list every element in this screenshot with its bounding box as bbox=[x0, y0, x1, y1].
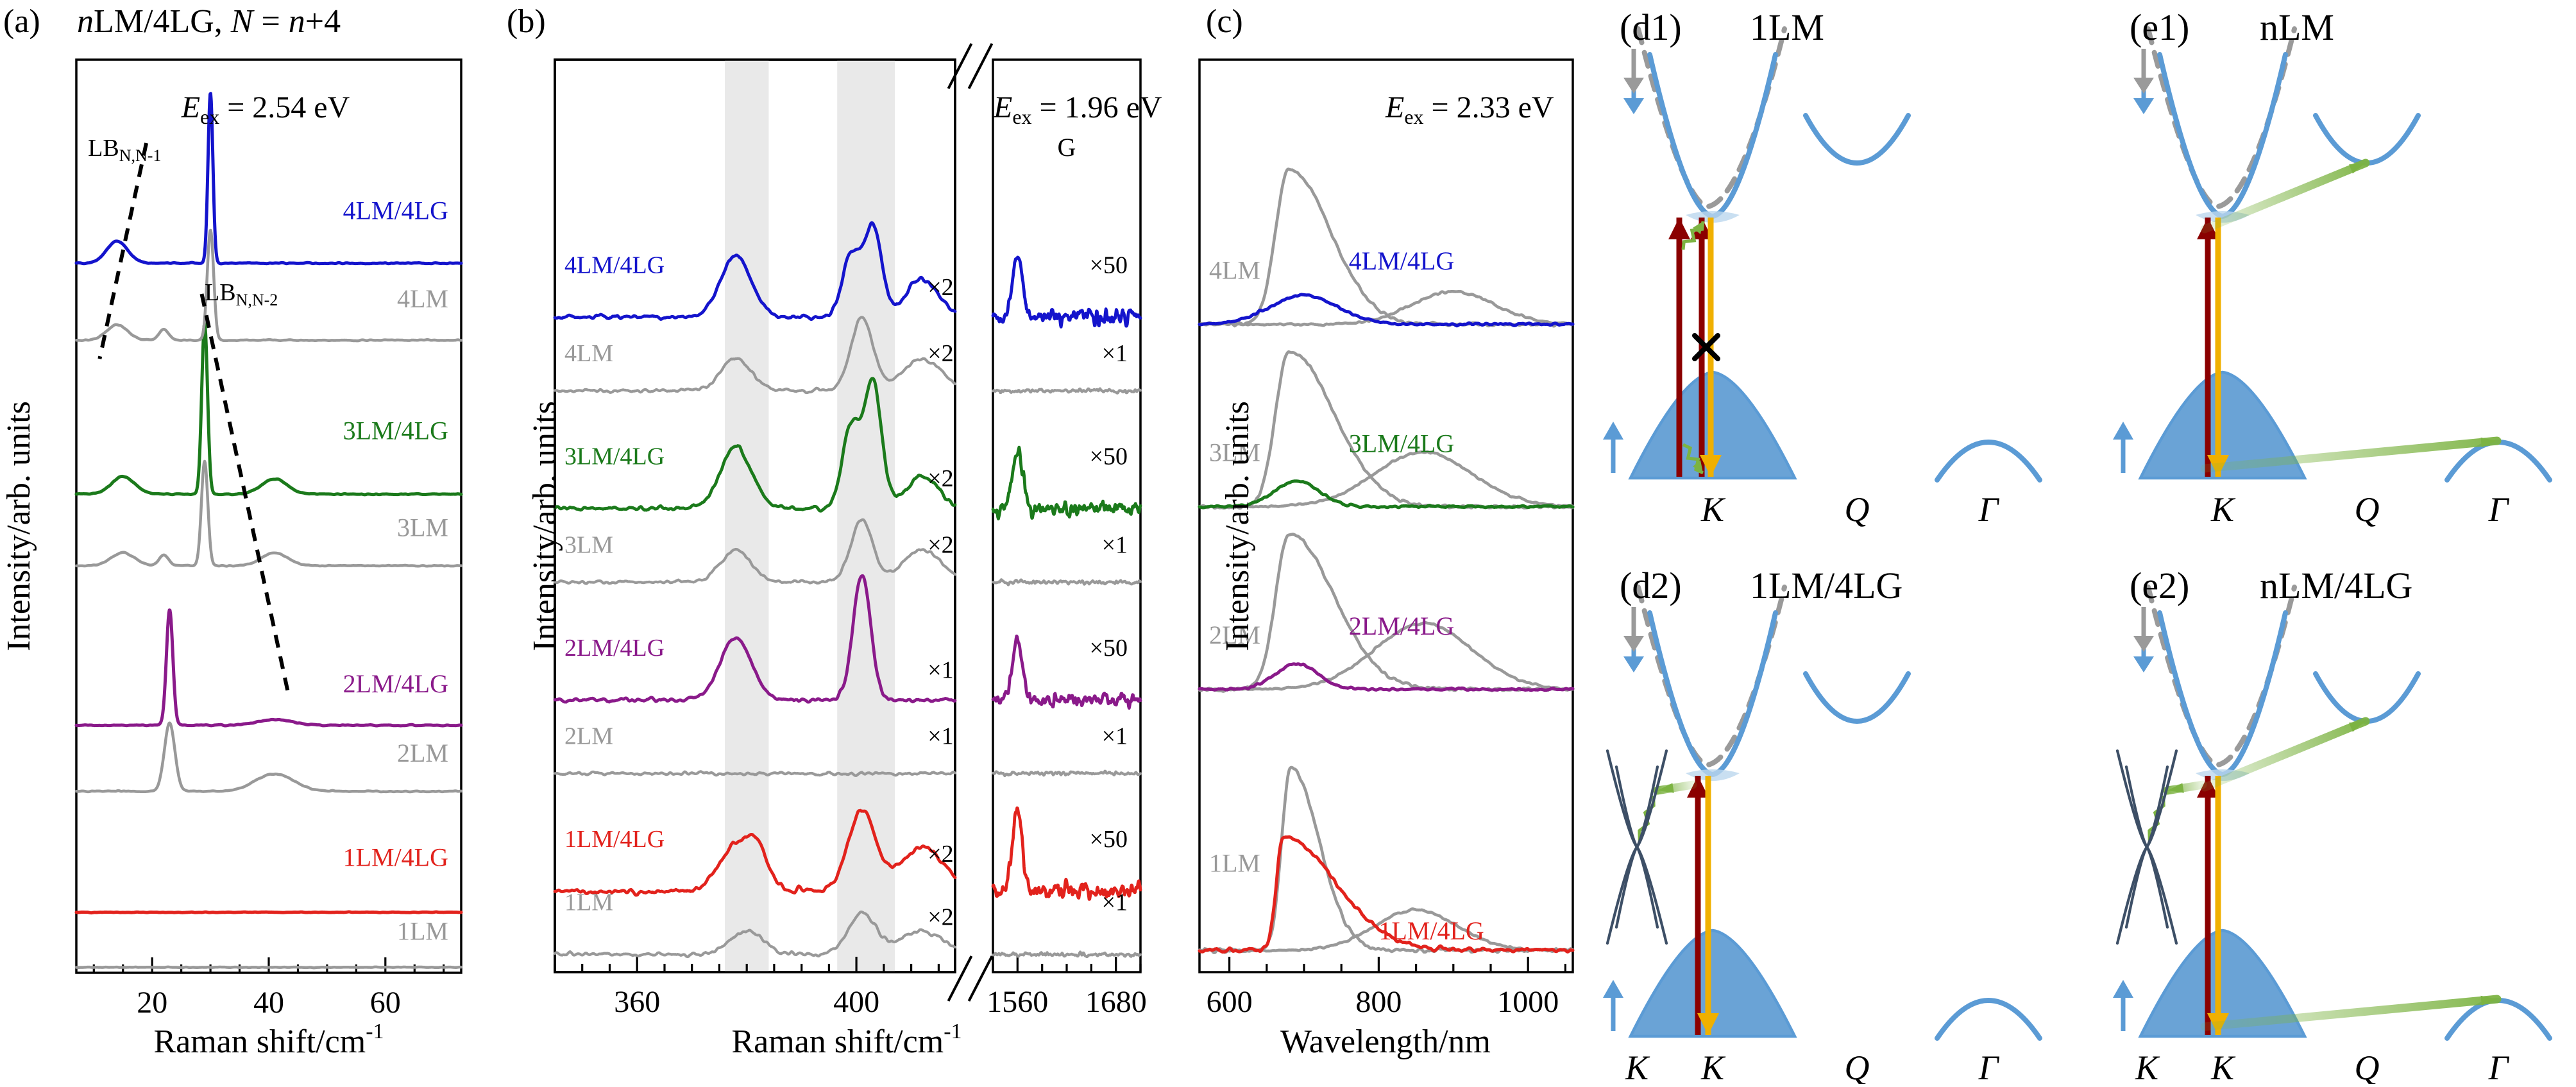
svg-text:4LM/4LG: 4LM/4LG bbox=[1349, 246, 1454, 275]
svg-text:4LM/4LG: 4LM/4LG bbox=[343, 196, 448, 225]
svg-text:×2: ×2 bbox=[928, 340, 953, 367]
svg-text:×1: ×1 bbox=[1102, 723, 1128, 750]
svg-text:×50: ×50 bbox=[1090, 443, 1128, 470]
svg-text:Wavelength/nm: Wavelength/nm bbox=[1280, 1023, 1491, 1060]
svg-text:4LM: 4LM bbox=[397, 284, 448, 313]
svg-text:Raman shift/cm-1: Raman shift/cm-1 bbox=[153, 1020, 384, 1060]
svg-text:×2: ×2 bbox=[928, 904, 953, 931]
svg-text:1LM: 1LM bbox=[397, 917, 448, 946]
svg-text:1680: 1680 bbox=[1085, 985, 1147, 1019]
svg-text:1LM: 1LM bbox=[564, 889, 613, 916]
svg-text:(b): (b) bbox=[507, 3, 546, 40]
svg-text:1LM: 1LM bbox=[1209, 849, 1260, 878]
svg-text:3LM/4LG: 3LM/4LG bbox=[564, 443, 665, 470]
svg-text:(c): (c) bbox=[1206, 3, 1243, 40]
svg-text:(d1): (d1) bbox=[1620, 6, 1682, 48]
svg-text:K: K bbox=[1625, 1048, 1650, 1084]
svg-text:3LM: 3LM bbox=[397, 513, 448, 542]
svg-text:Intensity/arb. units: Intensity/arb. units bbox=[1, 401, 37, 651]
svg-text:1LM/4LG: 1LM/4LG bbox=[343, 843, 448, 872]
svg-text:4LM: 4LM bbox=[1209, 255, 1260, 284]
svg-text:×50: ×50 bbox=[1090, 635, 1128, 662]
svg-text:K: K bbox=[1700, 1048, 1726, 1084]
svg-text:Intensity/arb. units: Intensity/arb. units bbox=[1219, 401, 1256, 651]
svg-text:1LM: 1LM bbox=[1750, 6, 1824, 48]
svg-text:×2: ×2 bbox=[928, 531, 953, 558]
svg-text:(e1): (e1) bbox=[2130, 6, 2189, 48]
svg-text:Γ: Γ bbox=[1978, 490, 2000, 529]
svg-text:360: 360 bbox=[614, 985, 660, 1019]
svg-text:20: 20 bbox=[137, 986, 167, 1020]
svg-text:1LM/4LG: 1LM/4LG bbox=[564, 826, 665, 853]
svg-text:4LM: 4LM bbox=[564, 340, 613, 367]
svg-text:G: G bbox=[1058, 133, 1076, 162]
svg-text:40: 40 bbox=[253, 986, 284, 1020]
svg-text:K: K bbox=[1700, 490, 1726, 529]
svg-text:2LM/4LG: 2LM/4LG bbox=[1349, 612, 1454, 640]
svg-text:(d2): (d2) bbox=[1620, 565, 1682, 606]
svg-text:1000: 1000 bbox=[1497, 985, 1559, 1019]
svg-text:2LM/4LG: 2LM/4LG bbox=[564, 635, 665, 662]
svg-text:×50: ×50 bbox=[1090, 826, 1128, 853]
svg-text:2LM: 2LM bbox=[564, 723, 613, 750]
svg-text:×2: ×2 bbox=[928, 274, 953, 301]
svg-text:2LM: 2LM bbox=[397, 739, 448, 767]
svg-text:60: 60 bbox=[370, 986, 401, 1020]
svg-text:K: K bbox=[2210, 490, 2236, 529]
svg-text:2LM/4LG: 2LM/4LG bbox=[343, 669, 448, 698]
svg-text:Q: Q bbox=[1845, 1048, 1870, 1084]
svg-text:×1: ×1 bbox=[1102, 889, 1128, 916]
svg-text:1LM/4LG: 1LM/4LG bbox=[1378, 916, 1484, 945]
svg-text:1LM/4LG: 1LM/4LG bbox=[1750, 565, 1902, 606]
svg-text:Γ: Γ bbox=[1978, 1048, 2000, 1084]
svg-text:400: 400 bbox=[833, 985, 879, 1019]
svg-text:Intensity/arb. units: Intensity/arb. units bbox=[527, 401, 563, 651]
svg-text:Raman shift/cm-1: Raman shift/cm-1 bbox=[731, 1020, 962, 1060]
svg-text:800: 800 bbox=[1355, 985, 1402, 1019]
svg-text:nLM/4LG, N = n+4: nLM/4LG, N = n+4 bbox=[77, 3, 341, 40]
svg-text:600: 600 bbox=[1207, 985, 1253, 1019]
svg-text:×1: ×1 bbox=[1102, 340, 1128, 367]
svg-text:K: K bbox=[2210, 1048, 2236, 1084]
svg-text:(e2): (e2) bbox=[2130, 565, 2189, 606]
svg-text:nLM: nLM bbox=[2260, 6, 2334, 48]
svg-text:×2: ×2 bbox=[928, 465, 953, 492]
svg-text:3LM/4LG: 3LM/4LG bbox=[343, 416, 448, 445]
svg-text:×1: ×1 bbox=[928, 723, 953, 750]
svg-text:Q: Q bbox=[2355, 490, 2380, 529]
svg-text:×1: ×1 bbox=[928, 656, 953, 683]
svg-text:×50: ×50 bbox=[1090, 252, 1128, 279]
svg-text:(a): (a) bbox=[3, 3, 40, 40]
svg-text:4LM/4LG: 4LM/4LG bbox=[564, 252, 665, 279]
svg-text:×2: ×2 bbox=[928, 841, 953, 868]
svg-text:Q: Q bbox=[2355, 1048, 2380, 1084]
svg-text:3LM/4LG: 3LM/4LG bbox=[1349, 429, 1454, 458]
svg-text:×1: ×1 bbox=[1102, 531, 1128, 558]
svg-text:K: K bbox=[2135, 1048, 2160, 1084]
svg-text:1560: 1560 bbox=[987, 985, 1048, 1019]
svg-text:nLM/4LG: nLM/4LG bbox=[2260, 565, 2412, 606]
svg-text:Q: Q bbox=[1845, 490, 1870, 529]
svg-text:Γ: Γ bbox=[2488, 490, 2510, 529]
svg-text:3LM: 3LM bbox=[564, 531, 613, 558]
svg-text:Γ: Γ bbox=[2488, 1048, 2510, 1084]
